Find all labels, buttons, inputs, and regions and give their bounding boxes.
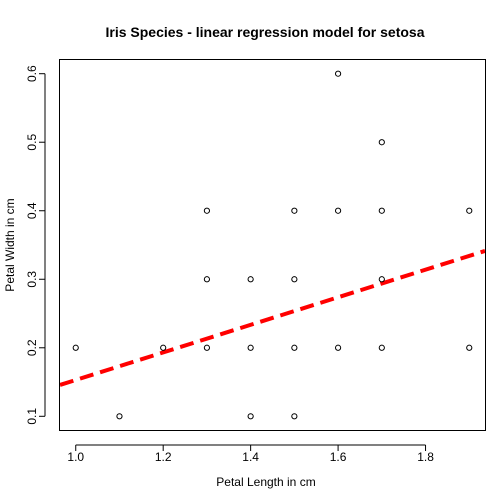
y-tick-label: 0.4 bbox=[25, 202, 39, 219]
chart-title: Iris Species - linear regression model f… bbox=[105, 24, 424, 40]
data-point bbox=[291, 344, 298, 351]
data-point bbox=[378, 207, 385, 214]
data-point bbox=[247, 413, 254, 420]
data-point bbox=[334, 344, 342, 351]
y-tick-label: 0.6 bbox=[25, 65, 39, 82]
data-point bbox=[291, 276, 298, 283]
y-axis-label: Petal Width in cm bbox=[3, 198, 17, 291]
data-point bbox=[72, 344, 79, 351]
data-point bbox=[203, 344, 211, 351]
data-point bbox=[203, 207, 211, 214]
y-ticks: 0.1 0.2 0.3 0.4 0.5 0.6 bbox=[25, 65, 45, 425]
data-point bbox=[160, 344, 167, 351]
points-layer bbox=[72, 70, 473, 420]
x-tick-label: 1.8 bbox=[417, 450, 434, 464]
data-point bbox=[466, 207, 473, 214]
x-tick-label: 1.2 bbox=[155, 450, 172, 464]
x-tick-label: 1.0 bbox=[67, 450, 84, 464]
plot-frame bbox=[59, 59, 486, 431]
data-point bbox=[247, 276, 254, 283]
data-point bbox=[378, 344, 385, 351]
data-point bbox=[466, 344, 473, 351]
data-point bbox=[334, 70, 342, 77]
regression-line bbox=[59, 249, 486, 387]
y-tick-label: 0.1 bbox=[25, 408, 39, 425]
data-point bbox=[116, 413, 123, 420]
x-axis-label: Petal Length in cm bbox=[216, 475, 315, 489]
regression-layer bbox=[59, 249, 486, 387]
data-point bbox=[291, 207, 298, 214]
y-axis: 0.1 0.2 0.3 0.4 0.5 0.6 bbox=[25, 65, 46, 425]
y-tick-label: 0.2 bbox=[25, 339, 39, 356]
y-tick-label: 0.3 bbox=[25, 271, 39, 288]
x-ticks: 1.0 1.2 1.4 1.6 1.8 bbox=[67, 445, 434, 464]
data-point bbox=[334, 207, 342, 214]
data-point bbox=[378, 139, 385, 146]
data-point bbox=[291, 413, 298, 420]
x-axis: 1.0 1.2 1.4 1.6 1.8 bbox=[67, 444, 434, 464]
data-point bbox=[203, 276, 211, 283]
data-point bbox=[378, 276, 385, 283]
x-tick-label: 1.6 bbox=[330, 450, 347, 464]
y-tick-label: 0.5 bbox=[25, 134, 39, 151]
x-tick-label: 1.4 bbox=[242, 450, 259, 464]
plot-area bbox=[59, 70, 486, 420]
data-point bbox=[247, 344, 254, 351]
